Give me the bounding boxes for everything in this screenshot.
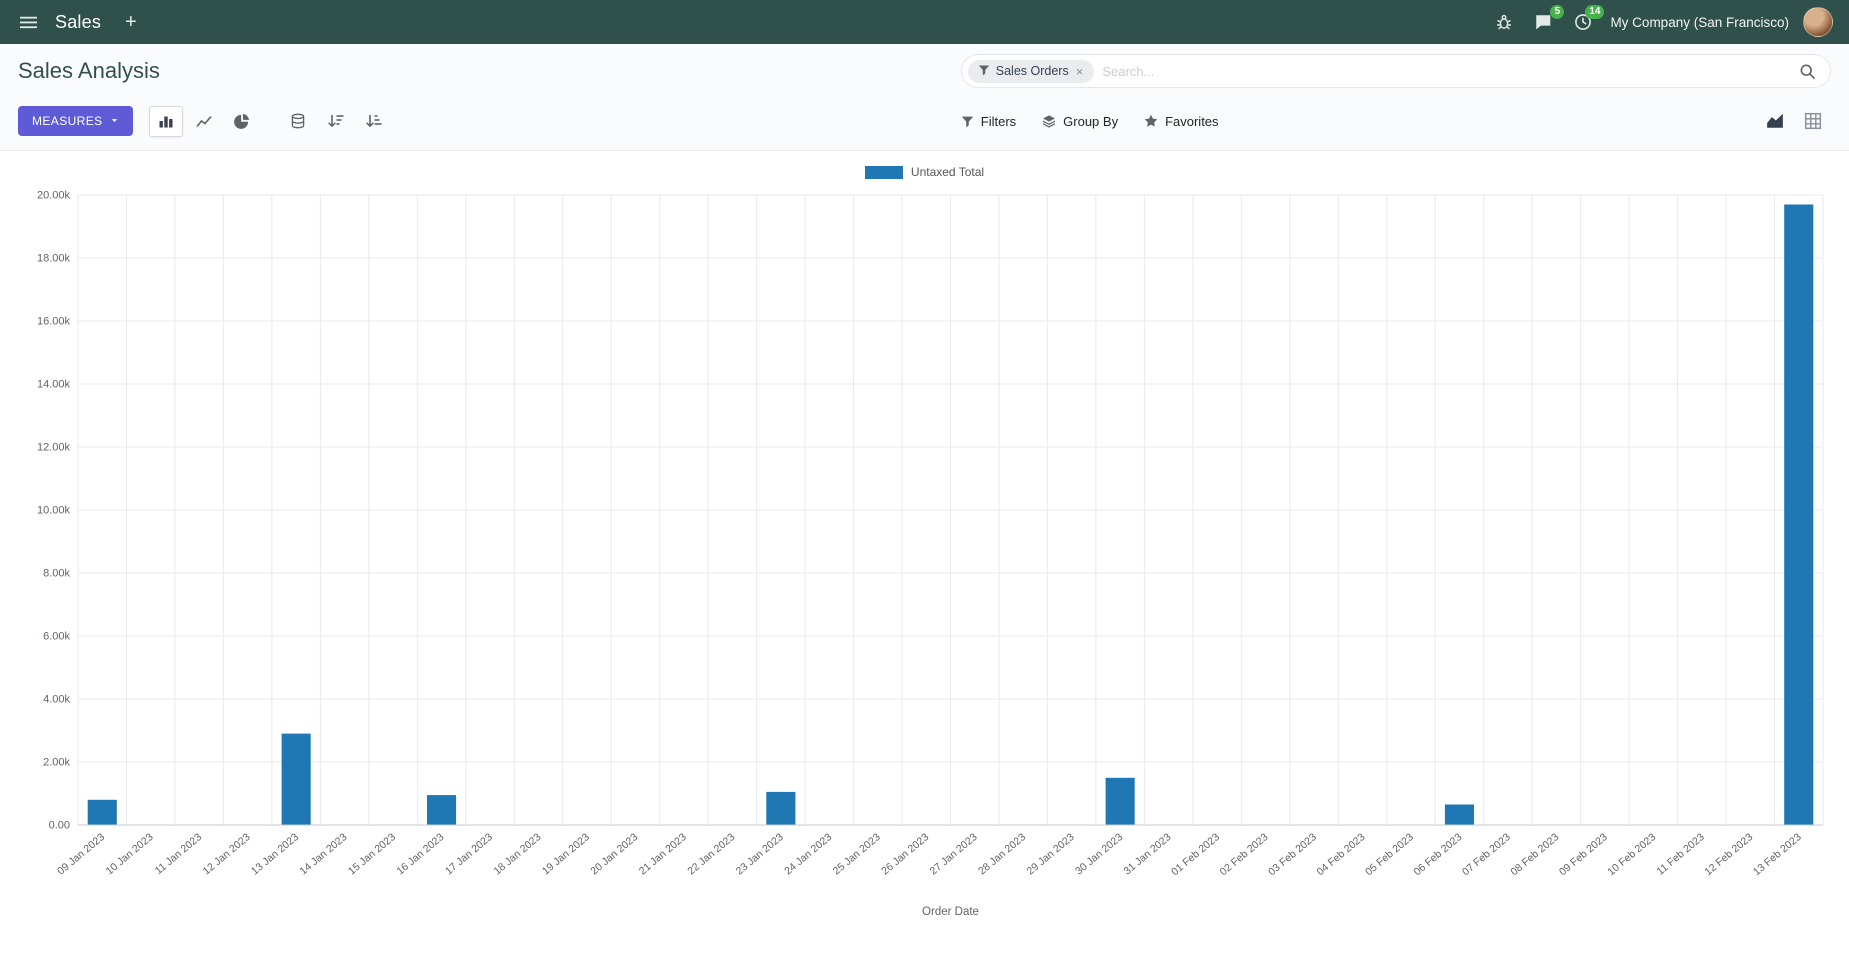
svg-text:18.00k: 18.00k xyxy=(37,253,71,265)
messages-icon[interactable]: 5 xyxy=(1530,5,1565,35)
measures-button[interactable]: MEASURES xyxy=(18,106,133,136)
svg-text:07 Feb 2023: 07 Feb 2023 xyxy=(1460,831,1513,878)
svg-text:22 Jan 2023: 22 Jan 2023 xyxy=(685,831,737,877)
svg-text:09 Jan 2023: 09 Jan 2023 xyxy=(55,831,107,877)
search-icon[interactable] xyxy=(1795,59,1820,84)
svg-text:29 Jan 2023: 29 Jan 2023 xyxy=(1025,831,1077,877)
svg-text:10.00k: 10.00k xyxy=(37,505,71,517)
menu-icon[interactable] xyxy=(16,10,41,35)
svg-text:11 Jan 2023: 11 Jan 2023 xyxy=(153,831,205,877)
svg-text:2.00k: 2.00k xyxy=(43,757,70,769)
svg-text:14.00k: 14.00k xyxy=(37,379,71,391)
pivot-view-button[interactable] xyxy=(1795,106,1831,137)
control-panel: Sales Analysis Sales Orders × MEASURES xyxy=(0,44,1849,151)
svg-text:01 Feb 2023: 01 Feb 2023 xyxy=(1169,831,1222,878)
pie-chart-button[interactable] xyxy=(225,106,259,137)
svg-text:23 Jan 2023: 23 Jan 2023 xyxy=(734,831,786,877)
debug-bug-icon[interactable] xyxy=(1492,10,1516,34)
svg-text:20.00k: 20.00k xyxy=(37,190,71,202)
svg-text:08 Feb 2023: 08 Feb 2023 xyxy=(1508,831,1561,878)
search-input[interactable] xyxy=(1102,63,1787,79)
group-by-button[interactable]: Group By xyxy=(1042,114,1118,129)
svg-text:13 Feb 2023: 13 Feb 2023 xyxy=(1751,831,1804,878)
svg-text:12 Feb 2023: 12 Feb 2023 xyxy=(1702,831,1755,878)
sort-descending-button[interactable] xyxy=(319,106,353,137)
svg-text:Order Date: Order Date xyxy=(922,906,979,918)
svg-text:10 Feb 2023: 10 Feb 2023 xyxy=(1605,831,1658,878)
svg-text:27 Jan 2023: 27 Jan 2023 xyxy=(928,831,980,877)
svg-text:28 Jan 2023: 28 Jan 2023 xyxy=(976,831,1028,877)
svg-text:20 Jan 2023: 20 Jan 2023 xyxy=(588,831,640,877)
bar-chart-button[interactable] xyxy=(148,105,183,137)
svg-text:09 Feb 2023: 09 Feb 2023 xyxy=(1557,831,1610,878)
facet-remove-icon[interactable]: × xyxy=(1075,63,1084,79)
facet-label: Sales Orders xyxy=(995,64,1069,78)
line-chart-button[interactable] xyxy=(187,106,221,137)
top-navbar: Sales + 5 14 My Company (San Francisco) xyxy=(0,0,1849,44)
filters-button[interactable]: Filters xyxy=(961,114,1016,129)
svg-text:12 Jan 2023: 12 Jan 2023 xyxy=(201,831,253,877)
svg-text:02 Feb 2023: 02 Feb 2023 xyxy=(1218,831,1271,878)
sort-ascending-button[interactable] xyxy=(357,106,391,137)
bar-chart[interactable]: 0.00 2.00k 4.00k 6.00k 8.00k 10.00k 12.00k 14.0… xyxy=(14,185,1835,925)
app-name[interactable]: Sales xyxy=(55,11,102,32)
stacked-toggle-button[interactable] xyxy=(281,106,315,137)
legend-swatch xyxy=(864,165,903,179)
chevron-down-icon xyxy=(110,114,119,128)
page-title: Sales Analysis xyxy=(18,58,160,83)
svg-text:10 Jan 2023: 10 Jan 2023 xyxy=(104,831,156,877)
svg-text:25 Jan 2023: 25 Jan 2023 xyxy=(831,831,883,877)
svg-text:4.00k: 4.00k xyxy=(43,694,70,706)
svg-text:31 Jan 2023: 31 Jan 2023 xyxy=(1122,831,1174,877)
svg-text:16.00k: 16.00k xyxy=(37,316,71,328)
user-avatar[interactable] xyxy=(1803,7,1833,37)
svg-text:04 Feb 2023: 04 Feb 2023 xyxy=(1315,831,1368,878)
svg-text:6.00k: 6.00k xyxy=(43,631,70,643)
svg-text:26 Jan 2023: 26 Jan 2023 xyxy=(879,831,931,877)
svg-text:19 Jan 2023: 19 Jan 2023 xyxy=(540,831,592,877)
svg-text:15 Jan 2023: 15 Jan 2023 xyxy=(346,831,398,877)
svg-text:17 Jan 2023: 17 Jan 2023 xyxy=(443,831,495,877)
activities-clock-icon[interactable]: 14 xyxy=(1570,5,1605,35)
company-switcher[interactable]: My Company (San Francisco) xyxy=(1610,14,1789,30)
svg-text:24 Jan 2023: 24 Jan 2023 xyxy=(782,831,834,877)
svg-text:8.00k: 8.00k xyxy=(43,568,70,580)
svg-text:03 Feb 2023: 03 Feb 2023 xyxy=(1266,831,1319,878)
search-facet-sales-orders[interactable]: Sales Orders × xyxy=(967,59,1095,83)
messages-badge: 5 xyxy=(1550,5,1565,19)
svg-text:12.00k: 12.00k xyxy=(37,442,71,454)
svg-text:14 Jan 2023: 14 Jan 2023 xyxy=(298,831,350,877)
graph-view-button[interactable] xyxy=(1757,106,1793,137)
svg-text:21 Jan 2023: 21 Jan 2023 xyxy=(637,831,689,877)
svg-text:30 Jan 2023: 30 Jan 2023 xyxy=(1073,831,1125,877)
svg-text:13 Jan 2023: 13 Jan 2023 xyxy=(249,831,301,877)
chart-legend: Untaxed Total xyxy=(14,159,1835,185)
new-tab-button[interactable]: + xyxy=(125,10,137,33)
svg-text:18 Jan 2023: 18 Jan 2023 xyxy=(491,831,543,877)
svg-text:16 Jan 2023: 16 Jan 2023 xyxy=(394,831,446,877)
search-bar[interactable]: Sales Orders × xyxy=(960,54,1831,88)
activities-badge: 14 xyxy=(1585,5,1605,19)
favorites-button[interactable]: Favorites xyxy=(1144,114,1219,129)
filter-funnel-icon xyxy=(978,64,990,79)
svg-text:05 Feb 2023: 05 Feb 2023 xyxy=(1363,831,1416,878)
svg-text:11 Feb 2023: 11 Feb 2023 xyxy=(1654,831,1706,878)
legend-label: Untaxed Total xyxy=(910,165,985,179)
chart-area: Untaxed Total 0.00 2.00k 4.00k 6.00k 8.00k 10… xyxy=(0,151,1849,925)
svg-text:06 Feb 2023: 06 Feb 2023 xyxy=(1412,831,1465,878)
svg-text:0.00: 0.00 xyxy=(49,820,70,832)
